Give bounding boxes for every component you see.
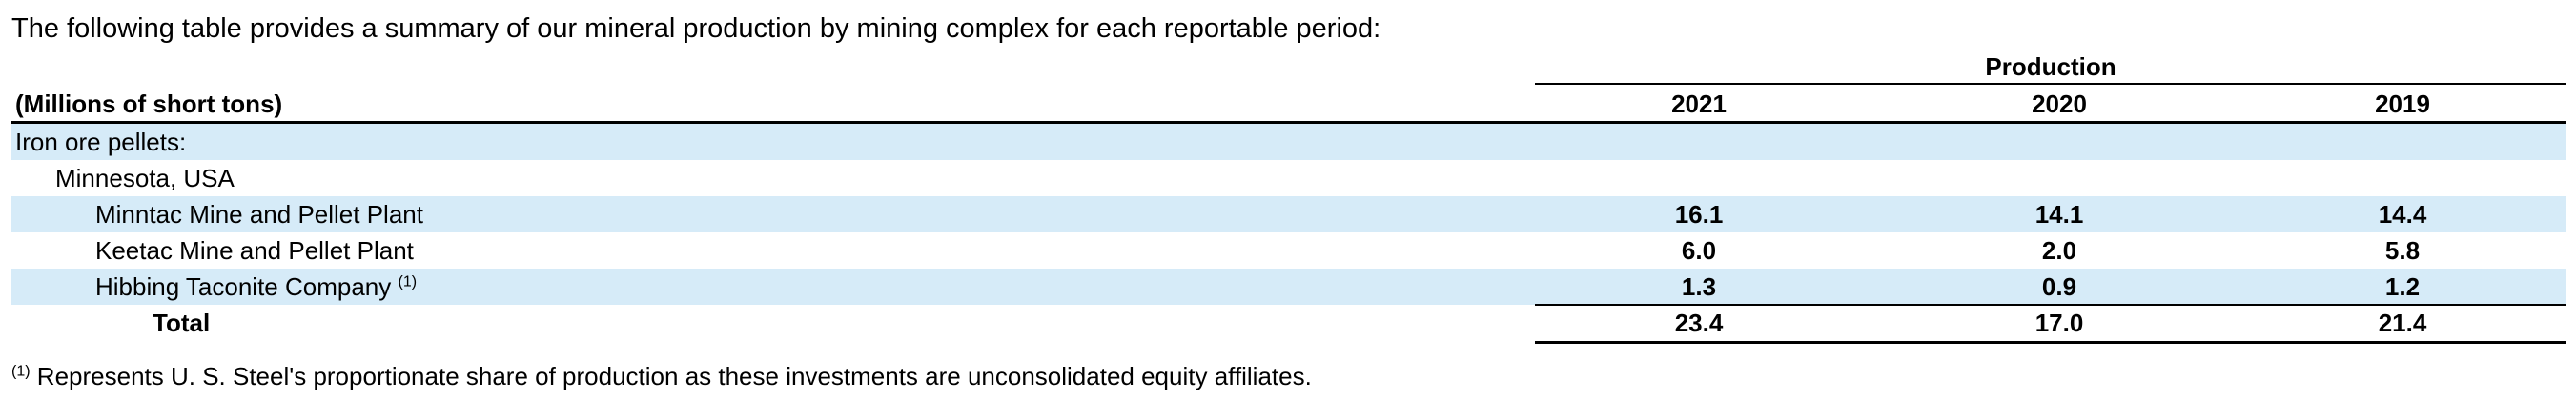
value-2021: 16.1 bbox=[1674, 200, 1724, 229]
total-2019: 21.4 bbox=[2378, 309, 2427, 337]
total-2021: 23.4 bbox=[1674, 309, 1724, 337]
section-label: Iron ore pellets: bbox=[15, 128, 187, 156]
row-label: Keetac Mine and Pellet Plant bbox=[95, 236, 414, 265]
units-label: (Millions of short tons) bbox=[15, 90, 283, 118]
total-label: Total bbox=[153, 309, 211, 337]
table-row: Minntac Mine and Pellet Plant 16.1 14.1 … bbox=[11, 196, 2566, 232]
production-group-header: Production bbox=[1535, 50, 2566, 85]
value-2019: 5.8 bbox=[2384, 236, 2421, 265]
section-row: Iron ore pellets: bbox=[11, 124, 2566, 160]
value-2019: 1.2 bbox=[2384, 272, 2421, 301]
row-label-with-footnote: Hibbing Taconite Company (1) bbox=[95, 269, 417, 305]
row-label: Hibbing Taconite Company bbox=[95, 272, 392, 301]
table-row: Keetac Mine and Pellet Plant 6.0 2.0 5.8 bbox=[11, 232, 2566, 269]
year-header-2021: 2021 bbox=[1671, 90, 1727, 118]
footnote-text: Represents U. S. Steel's proportionate s… bbox=[36, 362, 1312, 390]
region-row: Minnesota, USA bbox=[11, 160, 2566, 196]
table-header-row: (Millions of short tons) 2021 2020 2019 bbox=[11, 87, 2566, 124]
footnote: (1) Represents U. S. Steel's proportiona… bbox=[11, 359, 1312, 393]
value-2021: 6.0 bbox=[1681, 236, 1717, 265]
year-header-2019: 2019 bbox=[2375, 90, 2430, 118]
total-rule bbox=[1535, 341, 2566, 344]
region-label: Minnesota, USA bbox=[55, 164, 235, 192]
value-2020: 14.1 bbox=[2034, 200, 2084, 229]
subtotal-rule bbox=[1535, 304, 2566, 306]
row-label: Minntac Mine and Pellet Plant bbox=[95, 200, 423, 229]
year-header-2020: 2020 bbox=[2032, 90, 2087, 118]
value-2020: 2.0 bbox=[2041, 236, 2077, 265]
value-2019: 14.4 bbox=[2378, 200, 2427, 229]
total-2020: 17.0 bbox=[2034, 309, 2084, 337]
value-2020: 0.9 bbox=[2041, 272, 2077, 301]
footnote-marker: (1) bbox=[398, 273, 418, 290]
production-table: (Millions of short tons) 2021 2020 2019 … bbox=[11, 87, 2566, 344]
value-2021: 1.3 bbox=[1681, 272, 1717, 301]
intro-text: The following table provides a summary o… bbox=[11, 13, 1381, 44]
footnote-marker: (1) bbox=[11, 363, 31, 380]
table-row: Hibbing Taconite Company (1) 1.3 0.9 1.2 bbox=[11, 269, 2566, 306]
total-row: Total 23.4 17.0 21.4 bbox=[11, 305, 2566, 344]
